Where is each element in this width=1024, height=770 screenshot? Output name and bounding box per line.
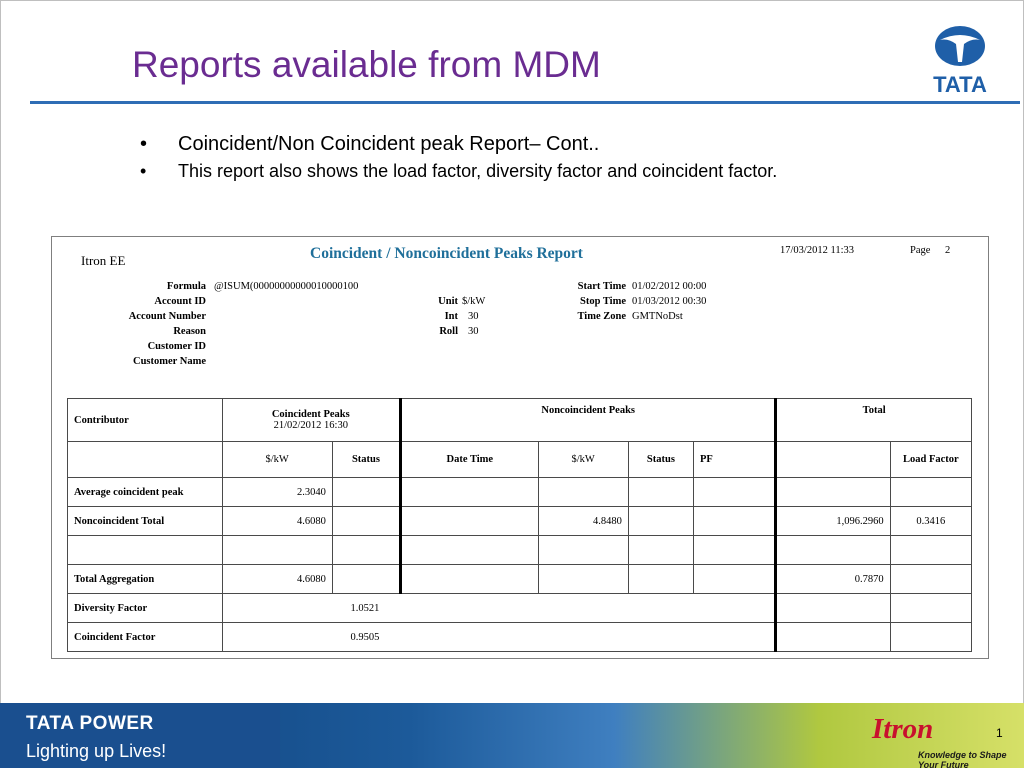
slide-title: Reports available from MDM bbox=[132, 44, 601, 85]
subheader-noncoincident-status: Status bbox=[627, 441, 695, 478]
peaks-table: Contributor Coincident Peaks 21/02/2012 … bbox=[67, 398, 973, 652]
row-label: Coincident Factor bbox=[67, 622, 223, 652]
report-page-label: Page bbox=[910, 245, 931, 256]
cell-load-factor: 0.3416 bbox=[889, 506, 973, 536]
report-company: Itron EE bbox=[81, 253, 126, 268]
footer-brand-panel bbox=[0, 703, 280, 768]
bullet-item: • This report also shows the load factor… bbox=[140, 158, 777, 184]
cell-coincident-kw: 4.6080 bbox=[221, 564, 333, 594]
itron-logo: Itron bbox=[872, 713, 934, 745]
cell-coincident-factor: 0.9505 bbox=[221, 622, 777, 652]
bullet-glyph: • bbox=[140, 133, 148, 155]
field-label-roll: Roll bbox=[439, 326, 458, 337]
tata-logo: TATA bbox=[933, 26, 987, 96]
field-label-customer-name: Customer Name bbox=[133, 356, 206, 367]
field-value-roll: 30 bbox=[468, 326, 479, 337]
subheader-coincident-status: Status bbox=[331, 441, 402, 478]
header-coincident-date: 21/02/2012 16:30 bbox=[273, 420, 348, 431]
subheader-pf: PF bbox=[693, 441, 777, 478]
table-row: Coincident Factor 0.9505 bbox=[67, 622, 973, 652]
tata-logo-text: TATA bbox=[933, 72, 987, 96]
header-coincident-label: Coincident Peaks bbox=[271, 409, 350, 420]
report-printed-date: 17/03/2012 11:33 bbox=[780, 245, 854, 256]
field-label-time-zone: Time Zone bbox=[577, 311, 626, 322]
field-value-unit: $/kW bbox=[462, 296, 486, 307]
cell-total: 1,096.2960 bbox=[774, 506, 891, 536]
tata-power-name: TATA POWER bbox=[26, 713, 154, 734]
cell-total: 0.7870 bbox=[774, 564, 891, 594]
footer-bar: TATA POWER Lighting up Lives! Itron bbox=[0, 703, 1024, 768]
subheader-load-factor: Load Factor bbox=[889, 441, 973, 478]
table-row: Average coincident peak 2.3040 bbox=[67, 477, 973, 507]
bullet-glyph: • bbox=[140, 161, 147, 181]
page-number: 1 bbox=[996, 726, 1003, 740]
field-label-account-id: Account ID bbox=[154, 296, 206, 307]
field-label-start-time: Start Time bbox=[577, 281, 626, 292]
title-divider bbox=[30, 101, 1020, 104]
cell-diversity-factor: 1.0521 bbox=[221, 593, 777, 623]
report-title: Coincident / Noncoincident Peaks Report bbox=[310, 245, 583, 262]
table-header-row: Contributor Coincident Peaks 21/02/2012 … bbox=[67, 398, 972, 442]
bullet-text: This report also shows the load factor, … bbox=[178, 161, 778, 181]
cell-coincident-kw: 2.3040 bbox=[221, 477, 333, 507]
header-total: Total bbox=[774, 398, 972, 442]
row-label: Total Aggregation bbox=[67, 564, 223, 594]
field-value-int: 30 bbox=[468, 311, 479, 322]
row-label: Average coincident peak bbox=[67, 477, 223, 507]
subheader-noncoincident-kw: $/kW bbox=[537, 441, 629, 478]
table-row bbox=[67, 535, 973, 565]
field-label-customer-id: Customer ID bbox=[147, 341, 206, 352]
header-contributor: Contributor bbox=[67, 398, 223, 442]
field-label-reason: Reason bbox=[173, 326, 206, 337]
cell-coincident-kw: 4.6080 bbox=[221, 506, 333, 536]
table-row: Noncoincident Total 4.6080 4.8480 1,096.… bbox=[67, 506, 973, 536]
subheader-total-blank bbox=[774, 441, 891, 478]
row-label: Diversity Factor bbox=[67, 593, 223, 623]
field-label-unit: Unit bbox=[438, 296, 458, 307]
field-value-start-time: 01/02/2012 00:00 bbox=[632, 281, 707, 292]
table-row: Total Aggregation 4.6080 0.7870 bbox=[67, 564, 973, 594]
table-subheader-row: $/kW Status Date Time $/kW Status PF Loa… bbox=[67, 441, 973, 478]
field-label-stop-time: Stop Time bbox=[580, 296, 626, 307]
field-label-account-number: Account Number bbox=[128, 311, 206, 322]
subheader-coincident-kw: $/kW bbox=[221, 441, 333, 478]
bullet-item: • Coincident/Non Coincident peak Report–… bbox=[140, 130, 777, 158]
tata-power-tagline: Lighting up Lives! bbox=[26, 741, 167, 761]
field-value-stop-time: 01/03/2012 00:30 bbox=[632, 296, 707, 307]
itron-tagline: Knowledge to Shape Your Future bbox=[918, 750, 1007, 770]
field-label-formula: Formula bbox=[166, 281, 206, 292]
report-page-value: 2 bbox=[945, 245, 951, 256]
header-coincident-peaks: Coincident Peaks 21/02/2012 16:30 bbox=[221, 398, 402, 442]
subheader-blank bbox=[67, 441, 223, 478]
bullet-list: • Coincident/Non Coincident peak Report–… bbox=[140, 130, 777, 184]
subheader-date-time: Date Time bbox=[399, 441, 539, 478]
header-noncoincident-peaks: Noncoincident Peaks bbox=[399, 398, 777, 442]
field-value-time-zone: GMTNoDst bbox=[632, 311, 683, 322]
field-value-formula: @ISUM(00000000000010000100 bbox=[214, 281, 359, 292]
field-label-int: Int bbox=[444, 311, 458, 322]
bullet-text: Coincident/Non Coincident peak Report– C… bbox=[178, 133, 600, 155]
cell-noncoincident-kw: 4.8480 bbox=[537, 506, 629, 536]
row-label: Noncoincident Total bbox=[67, 506, 223, 536]
report-image: Itron EE Coincident / Noncoincident Peak… bbox=[51, 236, 989, 659]
table-row: Diversity Factor 1.0521 bbox=[67, 593, 973, 623]
